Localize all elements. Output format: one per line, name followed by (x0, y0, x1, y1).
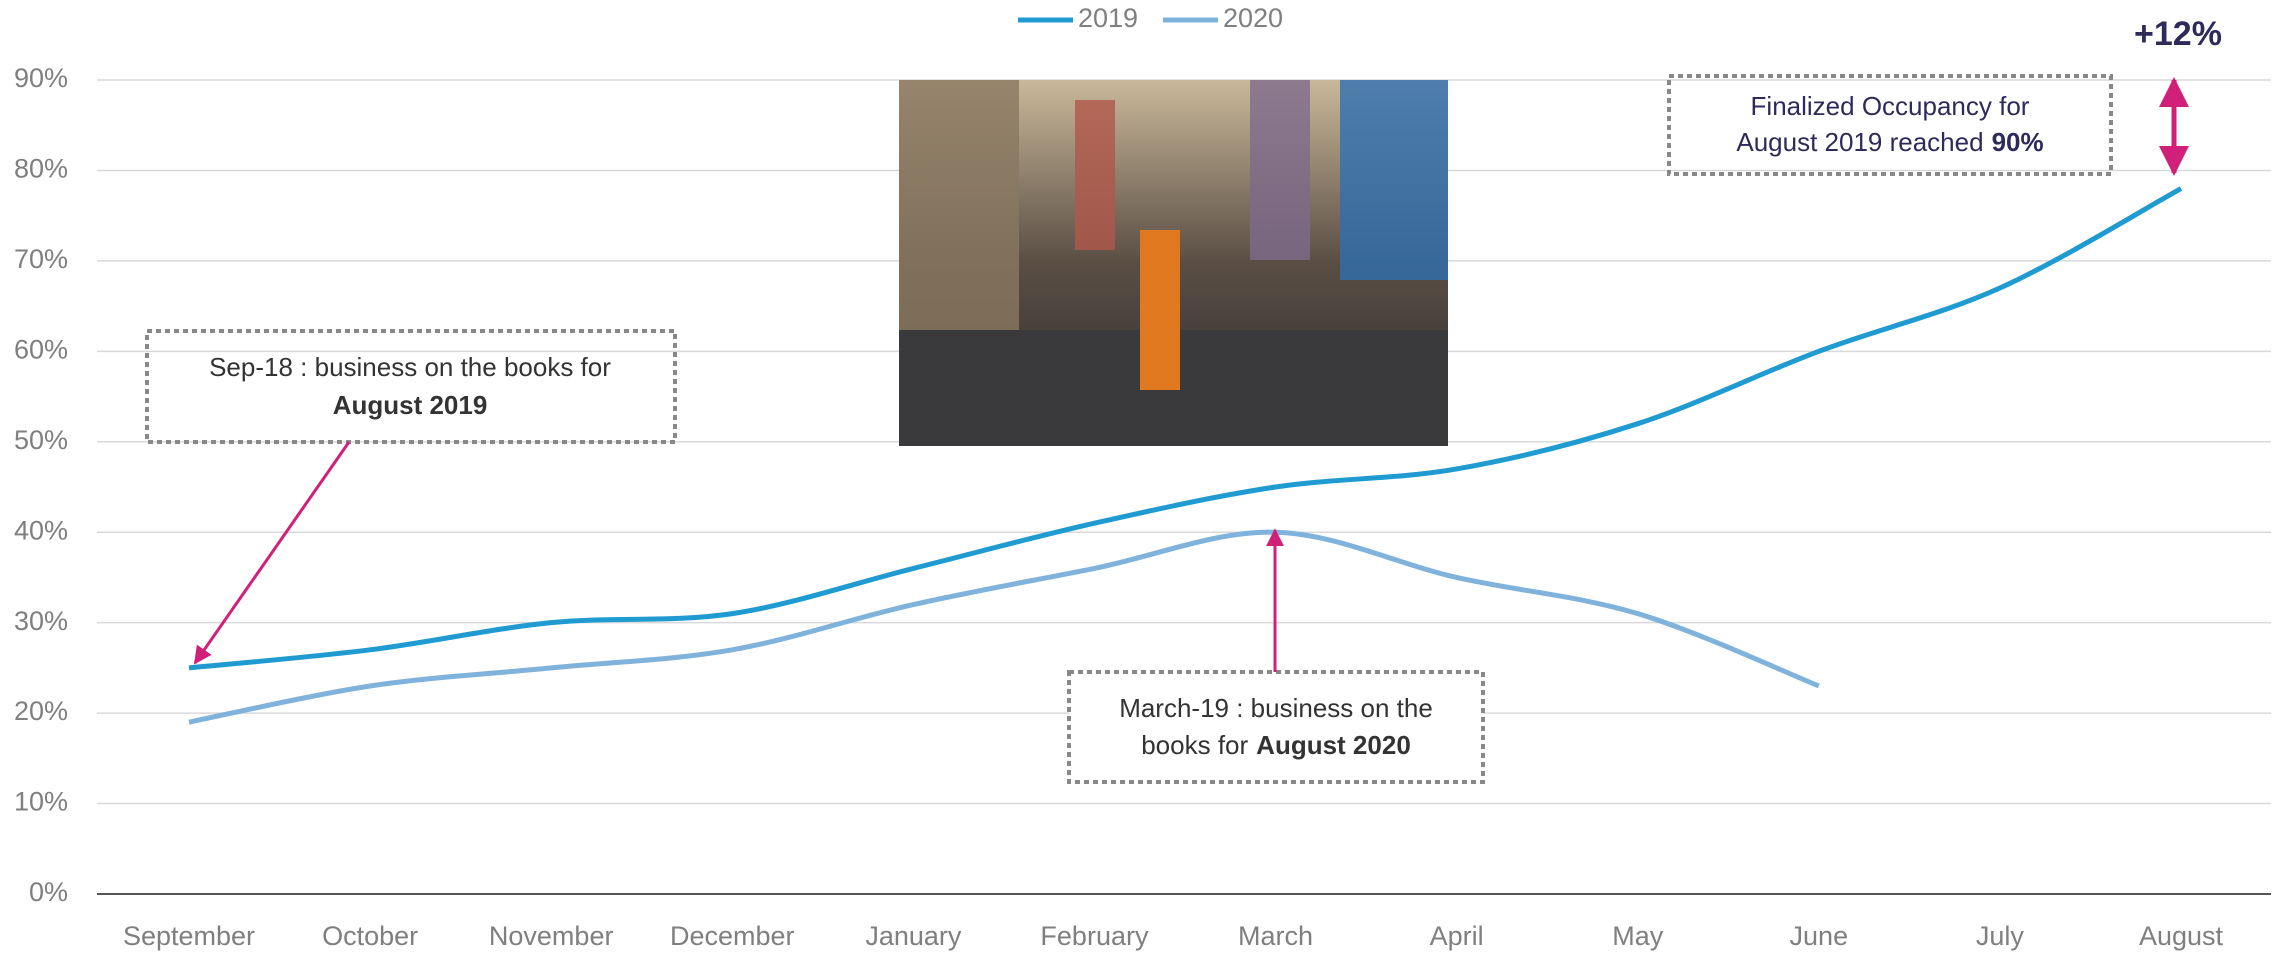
annotation-text-part: August 2019 reached (1736, 127, 1983, 157)
legend-label: 2019 (1078, 3, 1138, 33)
y-tick-label: 30% (14, 606, 68, 636)
annotation-bold: August 2020 (1256, 730, 1411, 760)
annotation-text-part: Sep-18 : business on the books for (209, 352, 611, 382)
y-tick-label: 90% (14, 63, 68, 93)
y-tick-label: 50% (14, 425, 68, 455)
annotation-text-part: books for (1141, 730, 1248, 760)
photo (899, 80, 1448, 446)
annotation-text: Sep-18 : business on the books for (209, 352, 611, 382)
y-tick-label: 0% (29, 877, 68, 907)
y-tick-label: 10% (14, 787, 68, 817)
plot (188, 186, 2183, 725)
change-label: +12% (2134, 15, 2222, 53)
x-tick-label: January (865, 921, 962, 951)
x-tick-label: March (1238, 921, 1313, 951)
x-tick-label: June (1790, 921, 1849, 951)
arrow (193, 441, 351, 665)
series-line (188, 529, 1820, 725)
annotation-box (145, 329, 677, 444)
annotation-bold: August 2019 (333, 390, 488, 420)
annotation-box (1067, 670, 1485, 784)
x-tick-label: April (1430, 921, 1484, 951)
annotations: Sep-18 : business on the books for August… (209, 91, 2044, 760)
x-tick-label: August (2139, 921, 2224, 951)
x-tick-label: July (1976, 921, 2025, 951)
y-tick-label: 60% (14, 334, 68, 364)
annotation-text: books for August 2020 (1141, 730, 1411, 760)
annotation-text-part: Finalized Occupancy for (1751, 91, 2030, 121)
annotation-text: Finalized Occupancy for (1751, 91, 2030, 121)
legend-label: 2020 (1223, 3, 1283, 33)
x-tick-label: February (1040, 921, 1149, 951)
annotation-text: August 2019 reached 90% (1736, 127, 2043, 157)
annotation-box (1667, 74, 2113, 176)
grid: 0% 10% 20% 30% 40% 50% 60% 70% 80% 90% September Oc… (14, 63, 2271, 951)
y-tick-label: 20% (14, 696, 68, 726)
annotation-bold: 90% (1992, 127, 2044, 157)
x-tick-label: November (489, 921, 614, 951)
x-tick-label: October (322, 921, 418, 951)
annotation-text-part: March-19 : business on the (1119, 693, 1433, 723)
series-line (188, 186, 2183, 671)
y-tick-label: 70% (14, 244, 68, 274)
y-tick-label: 80% (14, 154, 68, 184)
annotation-text: August 2019 (333, 390, 488, 420)
annotation-text: March-19 : business on the (1119, 693, 1433, 723)
x-tick-label: September (123, 921, 255, 951)
y-tick-label: 40% (14, 515, 68, 545)
legend: 2019 2020 (1018, 3, 1283, 33)
x-tick-label: December (670, 921, 795, 951)
x-tick-label: May (1612, 921, 1664, 951)
